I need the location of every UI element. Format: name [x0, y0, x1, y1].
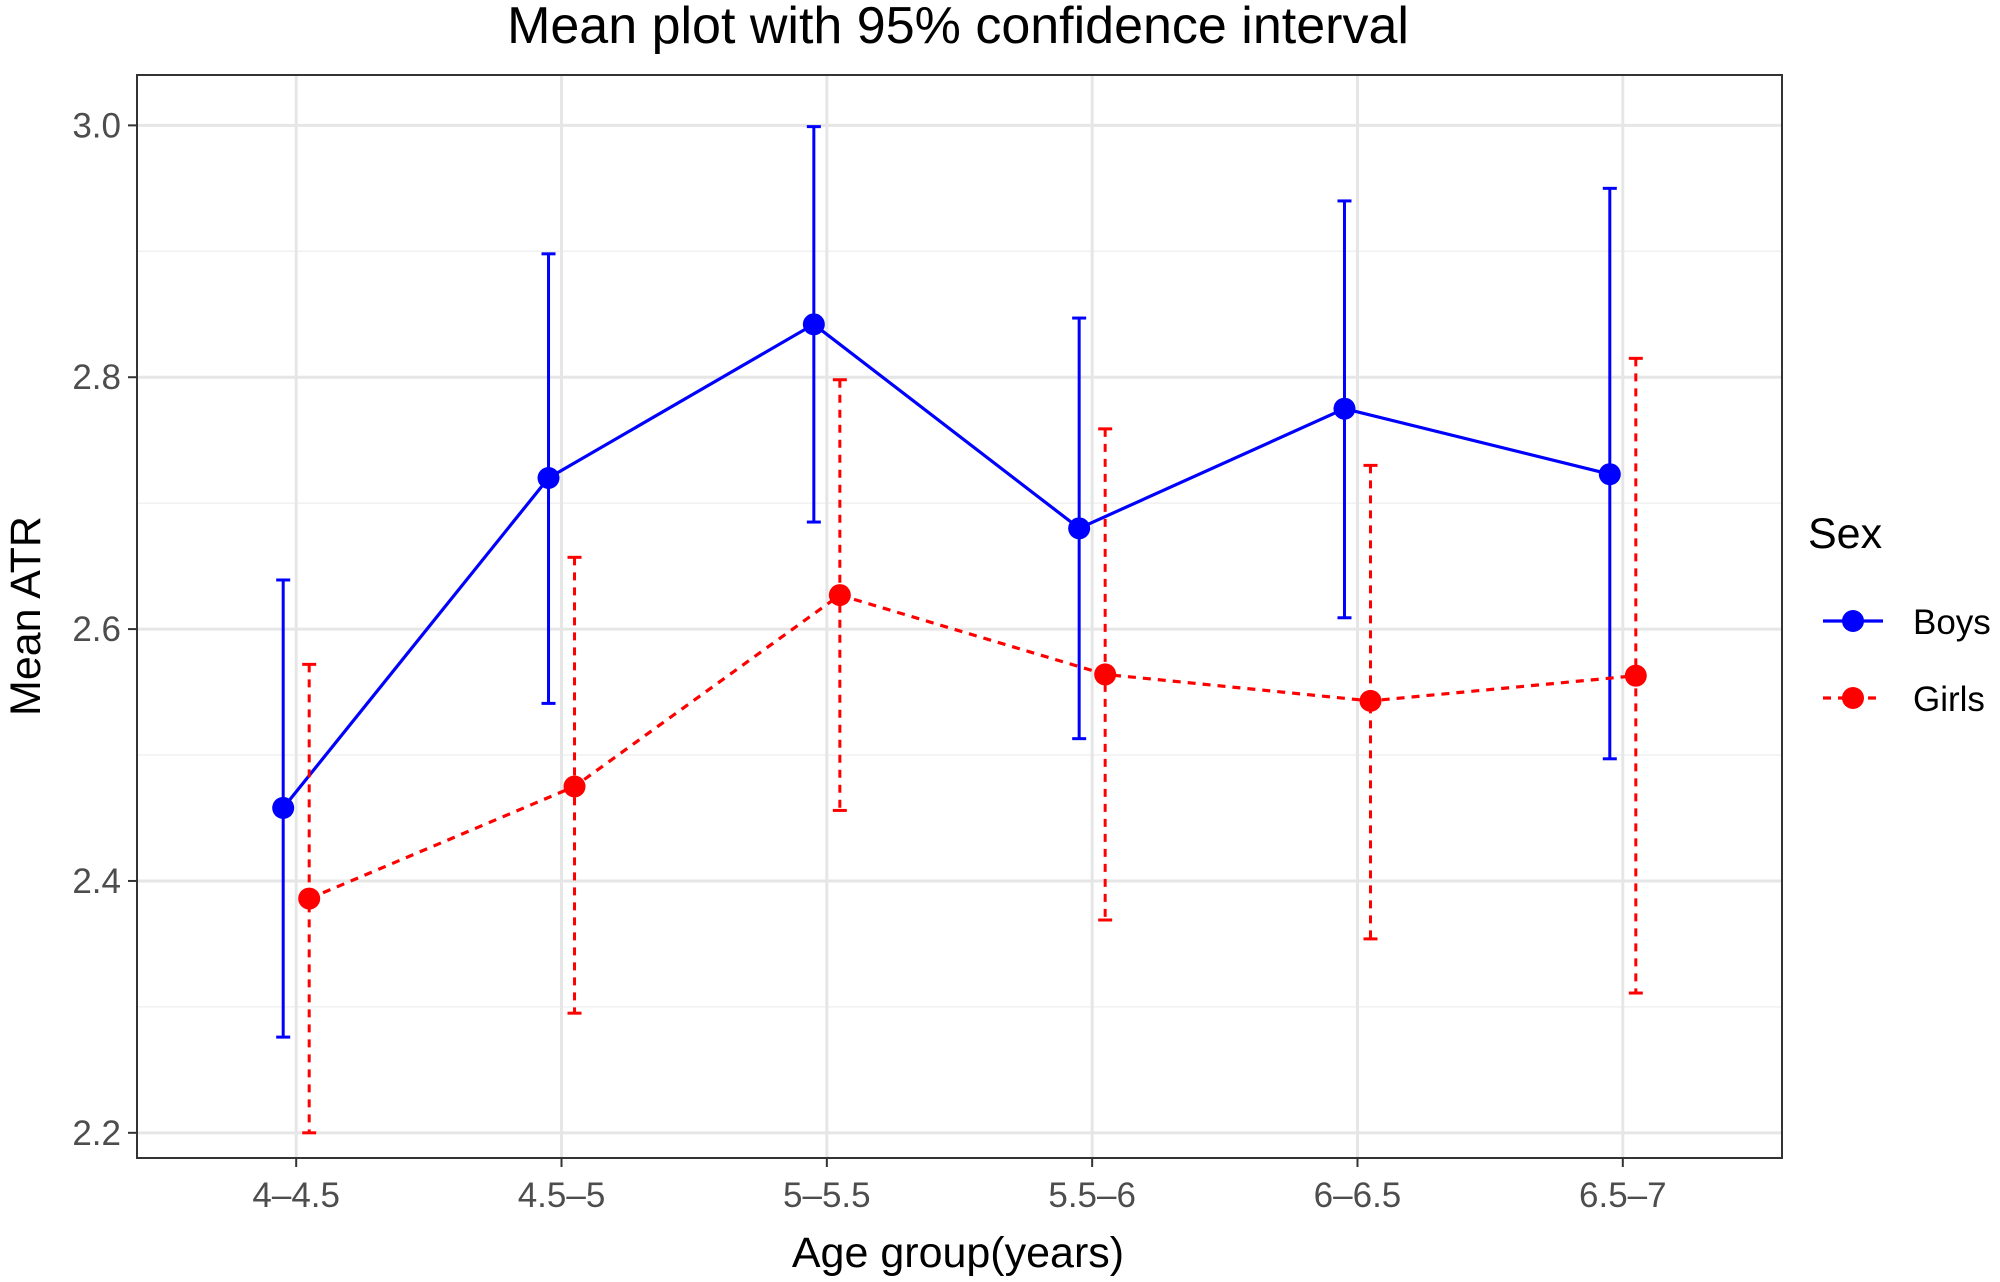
- data-point: [537, 466, 560, 489]
- y-tick-label: 2.8: [72, 358, 121, 397]
- y-tick-label: 2.2: [72, 1114, 121, 1153]
- legend-marker: [1842, 687, 1864, 709]
- legend: Sex Boys Girls: [1808, 510, 1991, 719]
- legend-item-boys: Boys: [1823, 603, 1991, 642]
- chart-title: Mean plot with 95% confidence interval: [507, 0, 1409, 55]
- data-point: [1333, 397, 1356, 420]
- axes: 2.2 2.4 2.6 2.8 3.0 4–4.5 4.5–5 5–5.5 5.5–6 6–6.5…: [72, 106, 1666, 1215]
- y-tick-label: 3.0: [72, 106, 121, 145]
- grid-lines: [137, 75, 1782, 1158]
- data-point: [272, 796, 295, 819]
- x-tick-label: 5.5–6: [1048, 1176, 1136, 1215]
- y-tick-label: 2.4: [72, 862, 121, 901]
- data-point: [802, 313, 825, 336]
- data-series: [272, 125, 1647, 1135]
- series-girls: [298, 356, 1647, 1135]
- data-point: [1598, 463, 1621, 486]
- legend-label: Boys: [1913, 603, 1991, 642]
- x-tick-label: 6.5–7: [1579, 1176, 1667, 1215]
- legend-marker: [1842, 610, 1864, 632]
- series-line: [308, 593, 1636, 901]
- data-point: [1624, 664, 1647, 687]
- x-tick-label: 5–5.5: [783, 1176, 871, 1215]
- y-axis-label: Mean ATR: [2, 516, 50, 716]
- legend-label: Girls: [1913, 680, 1985, 719]
- y-tick-label: 2.6: [72, 610, 121, 649]
- data-point: [828, 584, 851, 607]
- x-tick-label: 4–4.5: [252, 1176, 340, 1215]
- series-boys: [272, 125, 1621, 1039]
- legend-title: Sex: [1808, 510, 1883, 558]
- data-point: [1359, 689, 1382, 712]
- data-point: [1068, 517, 1091, 540]
- x-axis-label: Age group(years): [792, 1229, 1124, 1277]
- x-tick-label: 4.5–5: [518, 1176, 606, 1215]
- series-line: [281, 322, 1611, 809]
- data-point: [298, 887, 321, 910]
- plot-panel-border: [136, 74, 1783, 1159]
- x-tick-label: 6–6.5: [1314, 1176, 1402, 1215]
- legend-item-girls: Girls: [1823, 680, 1985, 719]
- data-point: [563, 775, 586, 798]
- data-point: [1094, 663, 1117, 686]
